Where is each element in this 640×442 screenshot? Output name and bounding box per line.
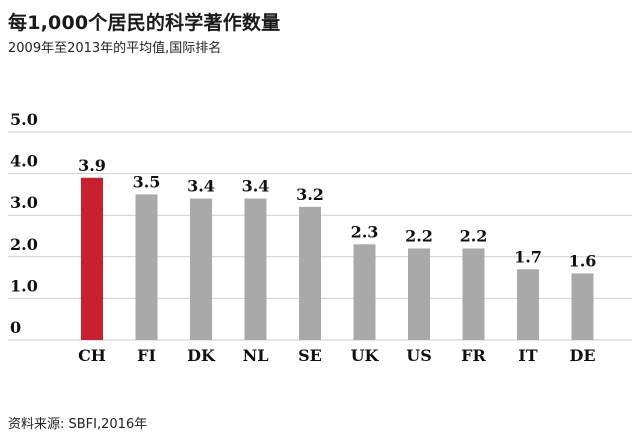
y-tick-label: 5.0	[10, 110, 38, 129]
bar-de	[571, 273, 594, 340]
x-tick-label: UK	[351, 346, 380, 365]
y-tick-label: 3.0	[10, 193, 38, 212]
x-tick-label: IT	[518, 346, 537, 365]
value-label: 3.4	[187, 177, 215, 196]
value-label: 3.5	[133, 172, 161, 191]
value-label: 3.9	[78, 156, 106, 175]
x-tick-label: SE	[298, 346, 322, 365]
x-tick-label: DE	[569, 346, 595, 365]
y-tick-label: 4.0	[10, 152, 38, 171]
y-tick-label: 2.0	[10, 235, 38, 254]
y-tick-label: 0	[10, 318, 21, 337]
bar-dk	[190, 198, 212, 340]
bar-it	[517, 269, 539, 340]
bar-us	[408, 248, 430, 340]
chart-subtitle: 2009年至2013年的平均值,国际排名	[8, 41, 222, 56]
value-label: 3.4	[242, 177, 270, 196]
x-tick-label: CH	[78, 346, 106, 365]
bar-fr	[462, 248, 485, 340]
x-tick-label: US	[406, 346, 432, 365]
value-label: 1.6	[569, 251, 597, 270]
y-tick-label: 1.0	[10, 276, 38, 295]
bar-ch	[81, 177, 103, 340]
bar-nl	[244, 198, 267, 340]
bar-se	[299, 206, 321, 340]
source-note: 资料来源: SBFI,2016年	[8, 417, 148, 432]
value-label: 2.3	[351, 222, 379, 241]
value-label: 1.7	[514, 247, 542, 266]
value-label: 3.2	[296, 185, 324, 204]
bar-uk	[353, 244, 376, 340]
chart-title: 每1,000个居民的科学著作数量	[8, 12, 281, 34]
x-tick-label: DK	[187, 346, 216, 365]
x-tick-label: FR	[461, 346, 486, 365]
x-tick-label: NL	[243, 346, 269, 365]
value-label: 2.2	[405, 226, 433, 245]
value-label: 2.2	[460, 226, 488, 245]
x-tick-label: FI	[137, 346, 156, 365]
bar-fi	[135, 194, 158, 340]
